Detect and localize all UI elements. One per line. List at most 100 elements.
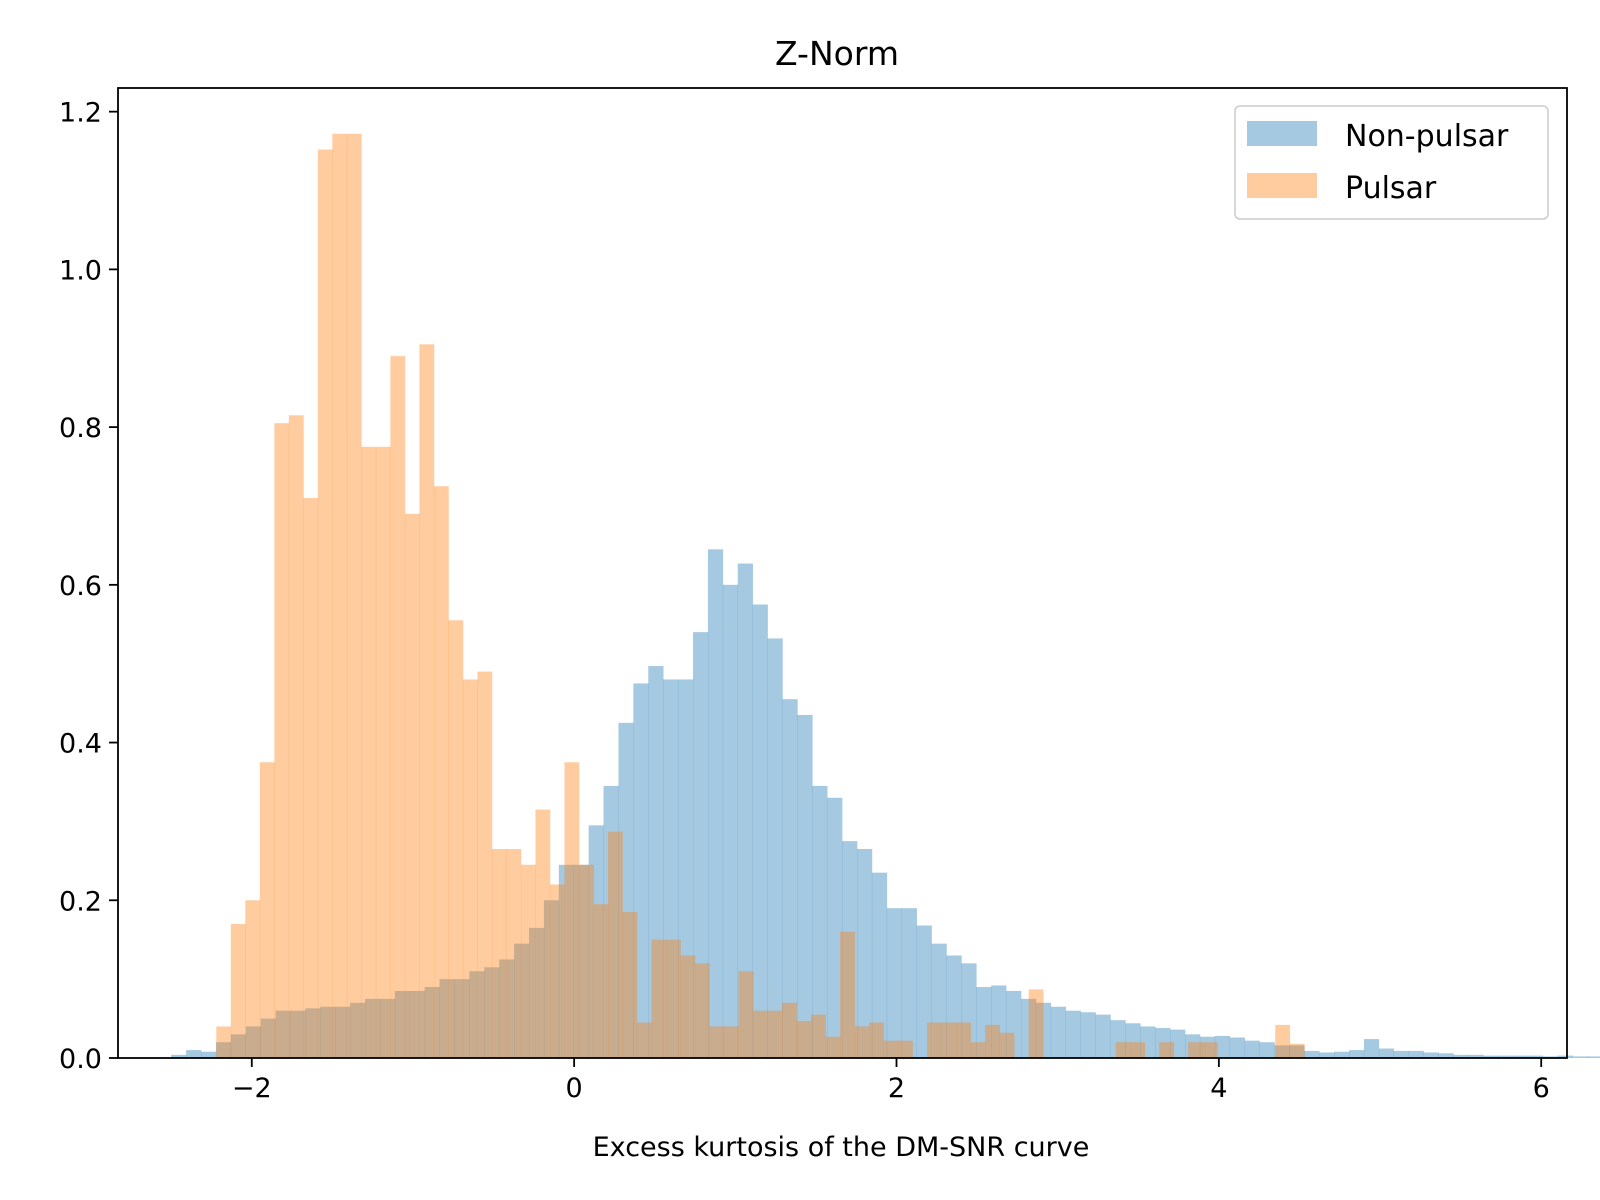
histogram-bar — [1588, 1056, 1600, 1058]
histogram-bar — [1364, 1039, 1379, 1058]
histogram-bar — [1116, 1042, 1131, 1058]
histogram-bar — [477, 672, 492, 1058]
histogram-bar — [1051, 1007, 1066, 1058]
histogram-bar — [840, 932, 855, 1058]
histogram-bar — [971, 1042, 986, 1058]
histogram-bar — [1349, 1050, 1364, 1058]
legend: Non-pulsar Pulsar — [1235, 106, 1548, 219]
histogram-bar — [492, 849, 507, 1058]
x-axis: −20246 — [232, 1058, 1550, 1104]
histogram-bar — [666, 940, 681, 1058]
histogram-bar — [347, 134, 362, 1058]
x-tick-label: 6 — [1533, 1073, 1550, 1104]
histogram-bar — [521, 865, 536, 1058]
y-axis: 0.0 0.2 0.4 0.6 0.8 1.0 1.2 — [59, 98, 118, 1075]
histogram-bar — [390, 356, 405, 1058]
histogram-bar — [622, 912, 637, 1058]
histogram-bar — [1188, 1042, 1203, 1058]
histogram-bar — [782, 1003, 797, 1058]
histogram-bar — [942, 1023, 957, 1058]
histogram-bar — [231, 924, 246, 1058]
histogram-bar — [550, 885, 565, 1059]
x-tick-label: −2 — [232, 1073, 272, 1104]
histogram-bar — [898, 1041, 913, 1058]
histogram-bar — [608, 832, 623, 1058]
y-tick-label: 0.2 — [59, 886, 102, 917]
histogram-bar — [419, 344, 434, 1058]
histogram-bar — [535, 810, 550, 1058]
histogram-bar — [448, 620, 463, 1058]
histogram-bar — [768, 638, 783, 1058]
histogram-bar — [1230, 1038, 1245, 1059]
histogram-bar — [681, 955, 696, 1058]
y-tick-label: 1.0 — [59, 255, 102, 286]
histogram-bar — [1066, 1011, 1081, 1058]
histogram-bar — [985, 1025, 1000, 1058]
histogram-bar — [260, 762, 275, 1058]
histogram-bar — [710, 1026, 725, 1058]
x-tick-label: 0 — [566, 1073, 583, 1104]
histogram-bar — [376, 447, 391, 1058]
histogram-bar — [652, 940, 667, 1058]
histogram-bar — [1409, 1051, 1424, 1058]
y-tick-label: 0.0 — [59, 1044, 102, 1075]
chart-title: Z-Norm — [775, 34, 899, 73]
histogram-bar — [1275, 1025, 1290, 1058]
histogram-bar — [1130, 1042, 1145, 1058]
y-tick-label: 0.8 — [59, 413, 102, 444]
histogram-bar — [186, 1050, 201, 1058]
histogram-bar — [723, 585, 738, 1058]
histogram-bar — [1000, 1033, 1015, 1058]
histogram-bar — [902, 908, 917, 1058]
x-axis-label: Excess kurtosis of the DM-SNR curve — [593, 1132, 1090, 1163]
legend-label-non-pulsar: Non-pulsar — [1345, 119, 1509, 154]
histogram-bar — [797, 715, 812, 1058]
histogram-bar — [593, 904, 608, 1058]
histogram-bar — [463, 679, 478, 1058]
histogram-bar — [826, 1037, 841, 1058]
histogram-bar — [855, 1026, 870, 1058]
histogram-bar — [1573, 1056, 1588, 1058]
histogram-bar — [506, 849, 521, 1058]
histogram-bar — [753, 1011, 768, 1058]
histogram-bar — [695, 963, 710, 1058]
histogram-bar — [768, 1011, 783, 1058]
histogram-bar — [318, 150, 333, 1058]
legend-swatch-pulsar — [1247, 173, 1317, 198]
y-tick-label: 0.4 — [59, 729, 102, 760]
y-tick-label: 1.2 — [59, 98, 102, 129]
histogram-bar — [1245, 1041, 1260, 1058]
histogram-bar — [579, 865, 594, 1058]
histogram-bar — [753, 605, 768, 1058]
histogram-bar — [1159, 1042, 1174, 1058]
histogram-bar — [884, 1041, 899, 1058]
histogram-bar — [1394, 1051, 1409, 1058]
histogram-bar — [708, 549, 723, 1058]
histogram-bar — [869, 1023, 884, 1058]
histogram-bar — [245, 900, 260, 1058]
histogram-bar — [1290, 1044, 1305, 1058]
histogram-bar — [811, 1015, 826, 1058]
histogram-bar — [289, 415, 304, 1058]
histogram-bar — [332, 134, 347, 1058]
y-tick-label: 0.6 — [59, 571, 102, 602]
histogram-bar — [303, 498, 318, 1058]
histogram-bar — [361, 447, 376, 1058]
x-tick-label: 4 — [1210, 1073, 1227, 1104]
histogram-bar — [1203, 1042, 1218, 1058]
histogram-bar — [1081, 1012, 1096, 1058]
histogram-bar — [887, 908, 902, 1058]
histogram-bar — [637, 1023, 652, 1058]
histogram-bar — [1304, 1051, 1319, 1058]
histogram-bar — [434, 486, 449, 1058]
histogram-bar — [739, 971, 754, 1058]
legend-swatch-non-pulsar — [1247, 121, 1317, 146]
histogram-bar — [405, 514, 420, 1058]
histogram-bar — [1379, 1049, 1394, 1058]
bars-layer — [171, 134, 1600, 1058]
histogram-bar — [1334, 1052, 1349, 1058]
legend-label-pulsar: Pulsar — [1345, 171, 1437, 206]
histogram-bar — [1096, 1015, 1111, 1058]
histogram-bar — [927, 1023, 942, 1058]
